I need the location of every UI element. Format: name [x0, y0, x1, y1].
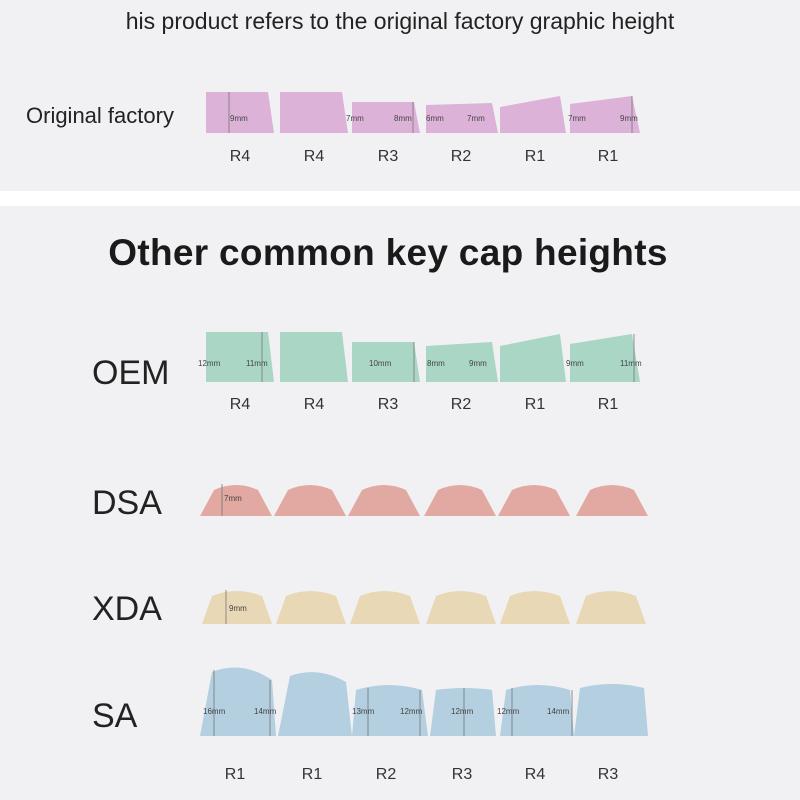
- measure-label: 14mm: [547, 707, 570, 716]
- measure-label: 9mm: [566, 359, 584, 368]
- measure-label: 7mm: [568, 114, 586, 123]
- keycap-oem-5: [500, 334, 566, 382]
- measure-label: 11mm: [246, 359, 268, 368]
- cap-label: R3: [597, 766, 619, 783]
- cap-label: R2: [450, 148, 472, 165]
- measure-label: 12mm: [400, 707, 423, 716]
- measure-label: 8mm: [427, 359, 445, 368]
- row-label-sa: SA: [92, 697, 138, 735]
- measure-label: 9mm: [230, 114, 248, 123]
- keycap-xda-2: [276, 591, 346, 624]
- measure-label: 9mm: [229, 604, 247, 613]
- measure-label: 8mm: [394, 114, 412, 123]
- keycap-dsa-5: [498, 485, 570, 516]
- cap-label: R4: [524, 766, 546, 783]
- measure-label: 7mm: [467, 114, 485, 123]
- keycap-original-5: [500, 96, 566, 133]
- measure-label: 14mm: [254, 707, 277, 716]
- measure-label: 9mm: [469, 359, 487, 368]
- measure-label: 12mm: [451, 707, 474, 716]
- section-title: Other common key cap heights: [108, 232, 668, 273]
- keycap-dsa-6: [576, 485, 648, 516]
- keycap-oem-4: [426, 342, 498, 382]
- row-label-oem: OEM: [92, 354, 170, 392]
- keycap-oem-1: [206, 332, 274, 382]
- keycap-original-3: [352, 102, 420, 133]
- row-label-xda: XDA: [92, 590, 162, 628]
- keycap-dsa-2: [274, 485, 346, 516]
- keycap-original-4: [426, 103, 498, 133]
- keycap-original-6: [570, 96, 640, 133]
- measure-label: 11mm: [620, 359, 642, 368]
- keycap-xda-1: [202, 591, 272, 624]
- cap-label: R1: [597, 396, 619, 413]
- measure-label: 12mm: [198, 359, 221, 368]
- measure-label: 6mm: [426, 114, 444, 123]
- cap-label: R2: [450, 396, 472, 413]
- row-label-original: Original factory: [26, 103, 174, 128]
- cap-label: R1: [597, 148, 619, 165]
- measure-label: 16mm: [203, 707, 226, 716]
- measure-label: 7mm: [224, 494, 242, 503]
- cap-label: R3: [377, 396, 399, 413]
- measure-label: 7mm: [346, 114, 364, 123]
- keycap-dsa-3: [348, 485, 420, 516]
- keycap-xda-6: [576, 591, 646, 624]
- measure-label: 9mm: [620, 114, 638, 123]
- keycap-row-xda: 9mm: [202, 590, 646, 624]
- measure-label: 12mm: [497, 707, 520, 716]
- keycap-sa-5: [500, 685, 574, 736]
- keycap-row-original: 9mm 7mm 8mm 6mm 7mm 7mm 9mm: [206, 92, 640, 133]
- measure-label: 10mm: [369, 359, 392, 368]
- cap-label: R2: [375, 766, 397, 783]
- header-text: his product refers to the original facto…: [125, 8, 675, 34]
- cap-label: R1: [301, 766, 323, 783]
- cap-label: R1: [224, 766, 246, 783]
- keycap-xda-3: [350, 591, 420, 624]
- row-label-dsa: DSA: [92, 484, 162, 522]
- keycap-oem-3: [352, 342, 420, 382]
- keycap-row-oem: 12mm 11mm 10mm 8mm 9mm 9mm 11mm: [198, 332, 642, 382]
- keycap-row-dsa: 7mm: [200, 484, 648, 516]
- measure-label: 13mm: [352, 707, 375, 716]
- keycap-original-1: [206, 92, 274, 133]
- keycap-oem-6: [570, 334, 640, 382]
- keycap-dsa-1: [200, 485, 272, 516]
- keycap-sa-2: [278, 672, 352, 736]
- keycap-row-sa: 16mm 14mm 13mm 12mm 12mm 12mm 14mm: [200, 667, 648, 736]
- cap-label: R4: [303, 148, 325, 165]
- cap-label: R4: [229, 396, 251, 413]
- keycap-sa-4: [430, 688, 496, 736]
- top-panel: [0, 0, 800, 191]
- keycap-sa-1: [200, 667, 276, 736]
- keycap-oem-2: [280, 332, 348, 382]
- keycap-dsa-4: [424, 485, 496, 516]
- cap-label: R3: [451, 766, 473, 783]
- cap-label: R1: [524, 396, 546, 413]
- cap-label: R3: [377, 148, 399, 165]
- keycap-sa-6: [574, 684, 648, 736]
- keycap-sa-3: [352, 685, 428, 736]
- keycap-xda-5: [500, 591, 570, 624]
- cap-label: R4: [229, 148, 251, 165]
- cap-label: R1: [524, 148, 546, 165]
- keycap-xda-4: [426, 591, 496, 624]
- cap-label: R4: [303, 396, 325, 413]
- keycap-original-2: [280, 92, 348, 133]
